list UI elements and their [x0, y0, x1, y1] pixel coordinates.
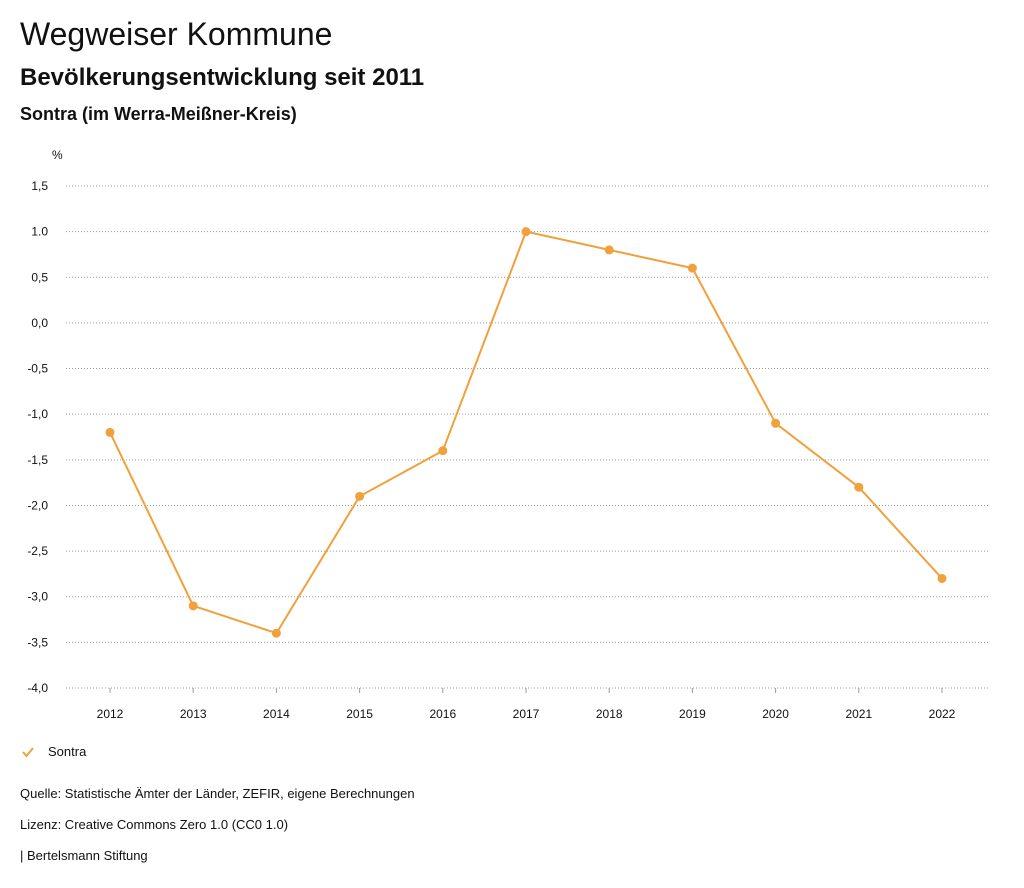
data-point: [687, 263, 697, 273]
data-point: [355, 491, 365, 501]
x-tick-label: 2017: [513, 707, 540, 721]
x-tick-label: 2020: [762, 707, 789, 721]
y-axis-label: %: [52, 148, 63, 162]
data-point: [271, 628, 281, 638]
data-point: [604, 245, 614, 255]
x-tick-label: 2021: [845, 707, 872, 721]
y-tick-label: -4,0: [27, 681, 48, 695]
line-chart: % 1,5 1.0 0,5 0,0 -0,5 -1,0 -1,5 -2,0 -2,5 -3,0 -3,…: [27, 148, 990, 721]
data-point: [937, 573, 947, 583]
data-point: [521, 227, 531, 237]
x-tick-label: 2015: [346, 707, 373, 721]
y-tick-label: -1,5: [27, 453, 48, 467]
x-tick-label: 2016: [429, 707, 456, 721]
legend-check-icon[interactable]: [22, 746, 34, 758]
y-tick-label: -2,5: [27, 544, 48, 558]
data-point: [105, 427, 115, 437]
source-text: Quelle: Statistische Ämter der Länder, Z…: [20, 786, 415, 801]
y-tick-label: 1,5: [31, 179, 48, 193]
data-point: [188, 601, 198, 611]
y-tick-label: -0,5: [27, 362, 48, 376]
y-tick-label: 0,5: [31, 270, 48, 284]
x-tick-label: 2014: [263, 707, 290, 721]
page-title: Wegweiser Kommune: [20, 16, 333, 52]
x-tick-label: 2018: [596, 707, 623, 721]
data-point: [854, 482, 864, 492]
y-tick-label: -1,0: [27, 407, 48, 421]
chart-subtitle: Bevölkerungsentwicklung seit 2011: [20, 64, 425, 91]
y-tick-label: 0,0: [31, 316, 48, 330]
y-tick-label: 1.0: [31, 225, 48, 239]
x-tick-label: 2013: [180, 707, 207, 721]
publisher-text: | Bertelsmann Stiftung: [20, 848, 148, 863]
data-point: [438, 446, 448, 456]
license-text: Lizenz: Creative Commons Zero 1.0 (CC0 1…: [20, 817, 289, 832]
x-tick-label: 2019: [679, 707, 706, 721]
legend-label: Sontra: [48, 744, 87, 759]
region-label: Sontra (im Werra-Meißner-Kreis): [20, 104, 297, 124]
x-tick-label: 2012: [97, 707, 124, 721]
y-tick-label: -3,0: [27, 590, 48, 604]
data-point: [771, 418, 781, 428]
series-line-sontra: [109, 230, 943, 635]
y-tick-label: -2,0: [27, 498, 48, 512]
x-tick-label: 2022: [929, 707, 956, 721]
legend[interactable]: Sontra: [22, 744, 86, 759]
y-tick-label: -3,5: [27, 635, 48, 649]
